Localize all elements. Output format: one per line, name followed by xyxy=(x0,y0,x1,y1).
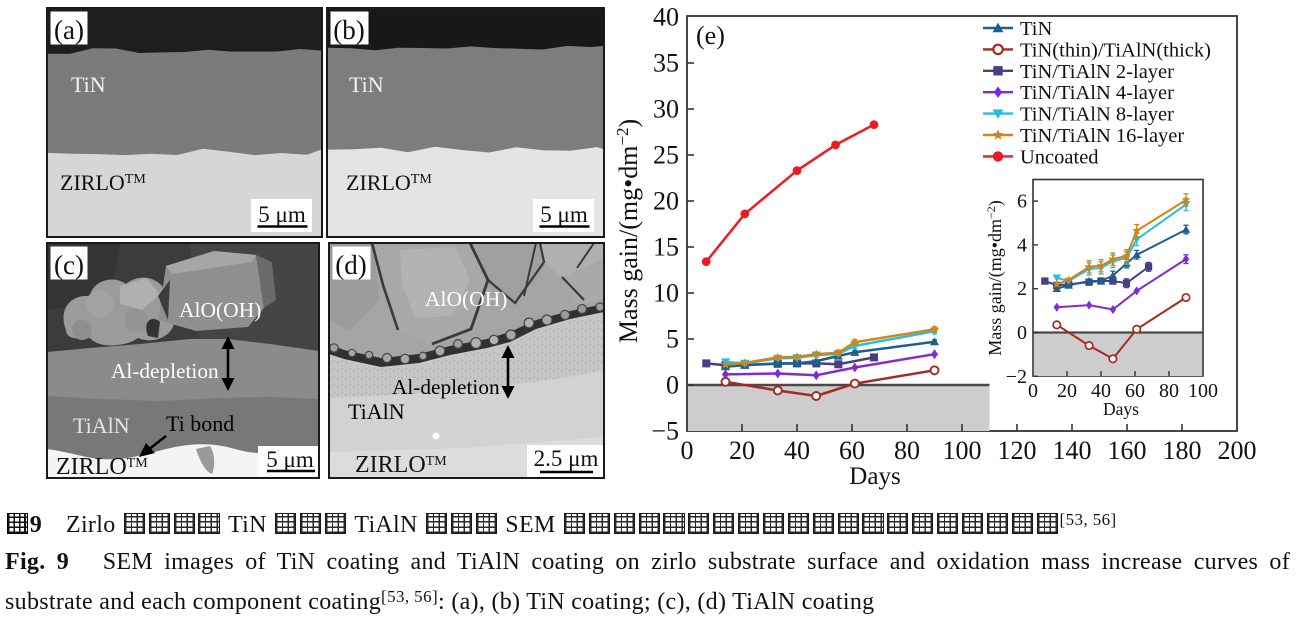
svg-text:(c): (c) xyxy=(54,250,84,280)
svg-text:4: 4 xyxy=(1017,234,1027,256)
svg-text:TiAlN: TiAlN xyxy=(73,413,130,438)
svg-text:0: 0 xyxy=(681,436,694,465)
svg-text:6: 6 xyxy=(1017,191,1027,213)
svg-text:(e): (e) xyxy=(696,21,725,50)
svg-text:Uncoated: Uncoated xyxy=(1020,146,1099,168)
svg-text:80: 80 xyxy=(1159,380,1179,402)
svg-text:TiN(thin)/TiAlN(thick): TiN(thin)/TiAlN(thick) xyxy=(1020,39,1211,61)
svg-text:(d): (d) xyxy=(335,250,366,280)
svg-text:5 μm: 5 μm xyxy=(266,447,314,472)
svg-text:40: 40 xyxy=(784,436,810,465)
svg-text:180: 180 xyxy=(1163,436,1202,465)
svg-text:5: 5 xyxy=(666,325,679,354)
svg-text:TiN: TiN xyxy=(1020,18,1052,40)
svg-text:−5: −5 xyxy=(651,417,679,446)
svg-text:Mass gain/(mg•dm−2): Mass gain/(mg•dm−2) xyxy=(984,200,1006,356)
svg-text:(a): (a) xyxy=(54,15,84,45)
svg-text:Days: Days xyxy=(849,463,900,490)
svg-text:80: 80 xyxy=(894,436,920,465)
svg-text:140: 140 xyxy=(1053,436,1092,465)
svg-text:100: 100 xyxy=(943,436,982,465)
svg-text:100: 100 xyxy=(1188,380,1218,402)
svg-text:15: 15 xyxy=(653,233,679,262)
svg-text:TiN: TiN xyxy=(71,72,106,97)
svg-text:(b): (b) xyxy=(333,15,364,45)
svg-text:60: 60 xyxy=(1125,380,1145,402)
svg-text:TiN/TiAlN 2-layer: TiN/TiAlN 2-layer xyxy=(1020,61,1174,83)
svg-text:TiAlN: TiAlN xyxy=(348,399,405,424)
svg-text:AlO(OH): AlO(OH) xyxy=(179,298,261,322)
svg-text:20: 20 xyxy=(729,436,755,465)
svg-text:20: 20 xyxy=(1057,380,1077,402)
svg-text:0: 0 xyxy=(1017,322,1027,344)
svg-text:30: 30 xyxy=(653,95,679,124)
svg-text:35: 35 xyxy=(653,49,679,78)
svg-text:5 μm: 5 μm xyxy=(540,202,588,227)
svg-text:200: 200 xyxy=(1218,436,1257,465)
svg-text:20: 20 xyxy=(653,187,679,216)
svg-text:TiN/TiAlN 4-layer: TiN/TiAlN 4-layer xyxy=(1020,82,1174,104)
svg-text:40: 40 xyxy=(653,3,679,32)
svg-text:TiN/TiAlN 16-layer: TiN/TiAlN 16-layer xyxy=(1020,125,1184,147)
svg-text:60: 60 xyxy=(839,436,865,465)
svg-text:2: 2 xyxy=(1017,278,1027,300)
svg-text:AlO(OH): AlO(OH) xyxy=(425,287,507,311)
svg-text:0: 0 xyxy=(1028,380,1038,402)
svg-text:Al-depletion: Al-depletion xyxy=(392,375,500,399)
svg-text:TiN: TiN xyxy=(349,72,384,97)
svg-text:Al-depletion: Al-depletion xyxy=(111,359,219,383)
svg-text:Ti bond: Ti bond xyxy=(166,411,234,436)
svg-text:5 μm: 5 μm xyxy=(258,202,306,227)
svg-text:40: 40 xyxy=(1091,380,1111,402)
svg-text:ZIRLOTM: ZIRLOTM xyxy=(355,452,447,478)
svg-text:160: 160 xyxy=(1108,436,1147,465)
svg-text:0: 0 xyxy=(666,371,679,400)
svg-text:Mass gain/(mg•dm−2): Mass gain/(mg•dm−2) xyxy=(613,119,643,343)
svg-text:TiN/TiAlN 8-layer: TiN/TiAlN 8-layer xyxy=(1020,104,1174,126)
svg-text:120: 120 xyxy=(998,436,1037,465)
svg-text:25: 25 xyxy=(653,141,679,170)
svg-text:10: 10 xyxy=(653,279,679,308)
svg-text:Days: Days xyxy=(1103,399,1139,419)
svg-text:−2: −2 xyxy=(1006,366,1027,388)
svg-text:2.5 μm: 2.5 μm xyxy=(534,446,599,471)
